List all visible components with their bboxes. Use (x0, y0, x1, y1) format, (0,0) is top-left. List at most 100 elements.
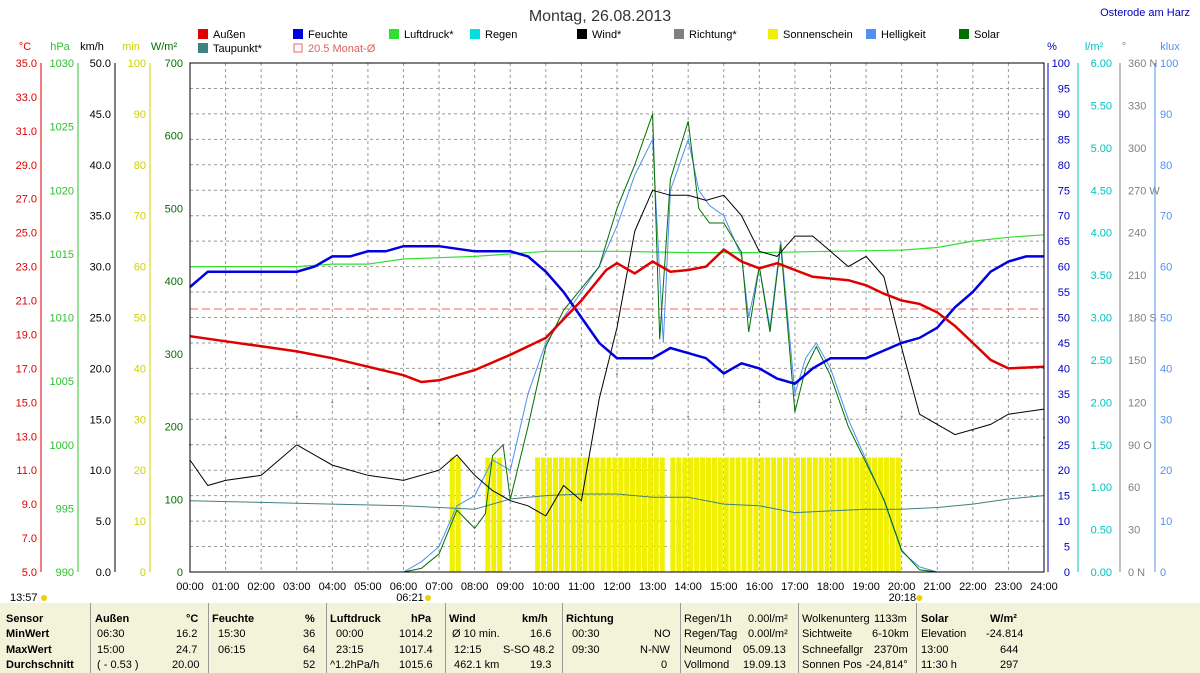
wind-title: Wind (449, 613, 476, 625)
sunshine-bar (564, 457, 570, 572)
minutes-axis-tick-label: 60 (134, 262, 146, 274)
sunshine-bar (705, 457, 711, 572)
humidity-axis-tick-label: 35 (1058, 389, 1070, 401)
humidity-axis-tick-label: 95 (1058, 83, 1070, 95)
lux-axis-tick-label: 90 (1160, 109, 1172, 121)
humidity-axis-tick-label: 40 (1058, 363, 1070, 375)
direction-point (865, 408, 868, 411)
feuchte-unit: % (305, 613, 315, 625)
chart-title: Montag, 26.08.2013 (529, 8, 671, 25)
sunshine-bar (800, 457, 806, 572)
sunshine-bar (449, 457, 455, 572)
regen-v2: 0.00l/m² (748, 628, 788, 640)
direction-axis-tick-label: 0 N (1128, 567, 1145, 579)
legend-swatch (959, 29, 969, 39)
x-tick-label: 20:00 (888, 581, 916, 593)
wolken-v4: -24,814° (866, 659, 908, 671)
legend-label: Taupunkt* (213, 43, 263, 55)
humidity-axis-tick-label: 25 (1058, 440, 1070, 452)
solar-axis-tick-label: 0 (177, 567, 183, 579)
direction-point (829, 401, 832, 404)
luftdruck-min-time: 00:00 (336, 628, 364, 640)
sunshine-bar (700, 457, 706, 572)
sunshine-bar (759, 457, 765, 572)
pressure-axis-tick-label: 1020 (50, 185, 74, 197)
sunshine-bar (729, 457, 735, 572)
feuchte-avg: 52 (303, 659, 316, 671)
wind-r3b: 19.3 (530, 659, 552, 671)
legend-swatch (198, 43, 208, 53)
pressure-axis-tick-label: 995 (56, 503, 74, 515)
humidity-unit-label: % (1047, 41, 1057, 53)
temp-axis-tick-label: 9.0 (22, 499, 37, 511)
humidity-axis-tick-label: 15 (1058, 491, 1070, 503)
rain-axis-tick-label: 3.50 (1091, 270, 1112, 282)
direction-point (793, 394, 796, 397)
humidity-axis-tick-label: 50 (1058, 313, 1070, 325)
table-header-avg: Durchschnitt (6, 659, 74, 671)
direction-point (224, 436, 227, 439)
direction-axis-tick-label: 330 (1128, 100, 1146, 112)
legend-label: Wind* (592, 29, 622, 41)
solar-axis-tick-label: 300 (165, 349, 183, 361)
direction-point (366, 387, 369, 390)
lux-axis-tick-label: 100 (1160, 58, 1178, 70)
sunshine-bar (877, 457, 883, 572)
sunshine-bar (594, 457, 600, 572)
sunshine-bar (576, 457, 582, 572)
x-tick-label: 04:00 (319, 581, 347, 593)
wolken-l3: Schneefallgr (802, 644, 864, 656)
aussen-max-time: 15:00 (97, 644, 125, 656)
direction-point (900, 415, 903, 418)
rain-axis-tick-label: 0.50 (1091, 525, 1112, 537)
temp-axis-tick-label: 29.0 (16, 160, 37, 172)
x-tick-label: 13:00 (639, 581, 667, 593)
wind-axis-tick-label: 45.0 (90, 109, 111, 121)
sunshine-bar (630, 457, 636, 572)
solar-axis-tick-label: 400 (165, 276, 183, 288)
sunrise-label: 06:21 (396, 592, 424, 603)
stats-table: Sensor MinWert MaxWert Durchschnitt Auße… (0, 603, 1200, 673)
sunshine-bar (694, 457, 700, 572)
sunshine-bar (711, 457, 717, 572)
direction-point (616, 373, 618, 376)
sunshine-bar (866, 457, 872, 572)
sunshine-bar (558, 457, 564, 572)
x-tick-label: 14:00 (674, 581, 702, 593)
temp-axis-tick-label: 23.0 (16, 262, 37, 274)
series-line-solar (190, 113, 1044, 573)
regen-v4: 19.09.13 (743, 659, 786, 671)
solar-axis-tick-label: 100 (165, 494, 183, 506)
richtung-r2a: 09:30 (572, 644, 600, 656)
temp-axis-tick-label: 19.0 (16, 329, 37, 341)
aussen-min: 16.2 (176, 628, 198, 640)
table-divider (90, 603, 91, 673)
sunshine-bar (588, 457, 594, 572)
sunshine-bar (455, 457, 461, 572)
minutes-unit-label: min (122, 41, 140, 53)
legend-swatch (389, 29, 399, 39)
x-tick-label: 02:00 (247, 581, 275, 593)
wind-axis-tick-label: 40.0 (90, 160, 111, 172)
rain-axis-tick-label: 4.50 (1091, 185, 1112, 197)
plot-border (189, 62, 1045, 573)
lux-axis-tick-label: 50 (1160, 313, 1172, 325)
temp-axis-tick-label: 27.0 (16, 194, 37, 206)
rain-unit-label: l/m² (1085, 41, 1104, 53)
humidity-axis-tick-label: 30 (1058, 414, 1070, 426)
direction-point (402, 408, 405, 411)
legend-swatch (674, 29, 684, 39)
legend-label: Sonnenschein (783, 29, 853, 41)
direction-axis-tick-label: 90 O (1128, 440, 1152, 452)
x-tick-label: 10:00 (532, 581, 560, 593)
sunshine-bar (600, 457, 606, 572)
x-tick-label: 19:00 (852, 581, 880, 593)
solar-v3: 644 (1000, 644, 1019, 656)
sunshine-bar (848, 457, 854, 572)
x-tick-label: 24:00 (1030, 581, 1058, 593)
lux-axis-tick-label: 40 (1160, 363, 1172, 375)
table-divider (445, 603, 446, 673)
x-tick-label: 16:00 (746, 581, 774, 593)
sunshine-bar (883, 457, 889, 572)
regen-l2: Regen/Tag (684, 628, 738, 640)
